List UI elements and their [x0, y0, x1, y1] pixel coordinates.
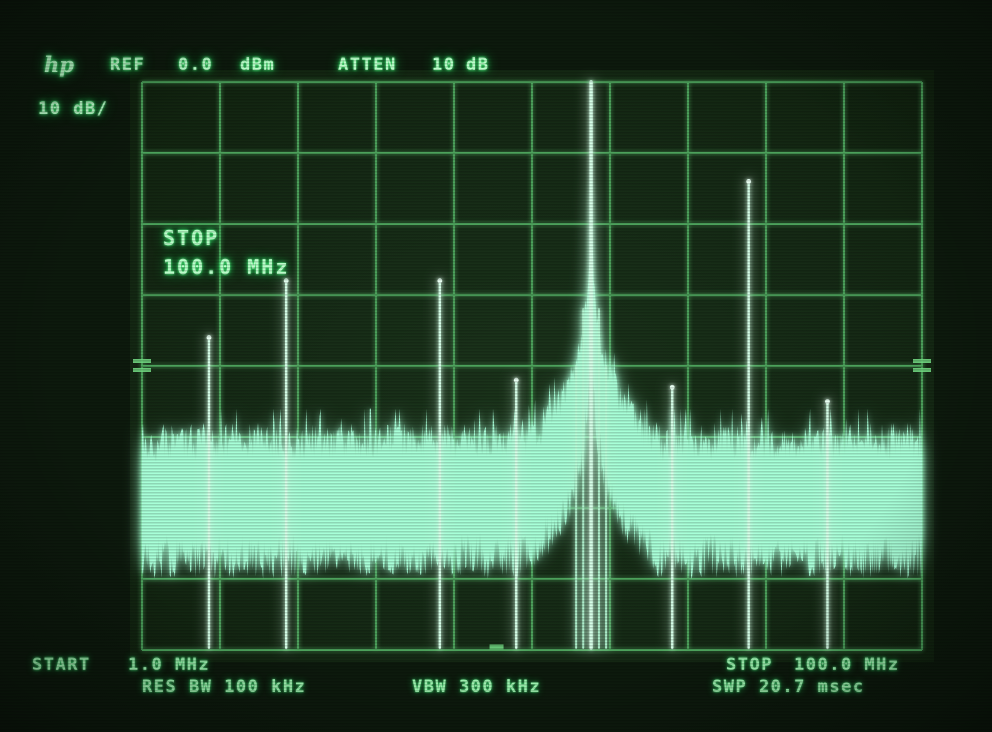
- start-frequency-label: START: [32, 655, 91, 675]
- spectrum-analyzer-screen: hp REF 0.0 dBm ATTEN 10 dB 10 dB/ STOP 1…: [0, 0, 992, 732]
- video-bandwidth: VBW 300 kHz: [412, 677, 541, 697]
- scale-per-division: 10 dB/: [38, 99, 108, 119]
- atten-label: ATTEN: [338, 55, 397, 75]
- brand-logo: hp: [44, 52, 74, 77]
- ref-level-unit: dBm: [240, 55, 275, 75]
- spectrum-trace: [0, 0, 992, 732]
- stop-marker-value: 100.0 MHz: [163, 255, 289, 279]
- atten-unit: dB: [466, 55, 489, 75]
- stop-frequency-label: STOP: [726, 655, 773, 675]
- stop-frequency-value: 100.0 MHz: [794, 655, 900, 675]
- ref-level-label: REF: [110, 55, 145, 75]
- ref-level-value: 0.0: [178, 55, 213, 75]
- sweep-time: SWP 20.7 msec: [712, 677, 865, 697]
- resolution-bandwidth: RES BW 100 kHz: [142, 677, 306, 697]
- start-frequency-value: 1.0 MHz: [128, 655, 210, 675]
- stop-marker-title: STOP: [163, 226, 219, 250]
- atten-value: 10: [432, 55, 455, 75]
